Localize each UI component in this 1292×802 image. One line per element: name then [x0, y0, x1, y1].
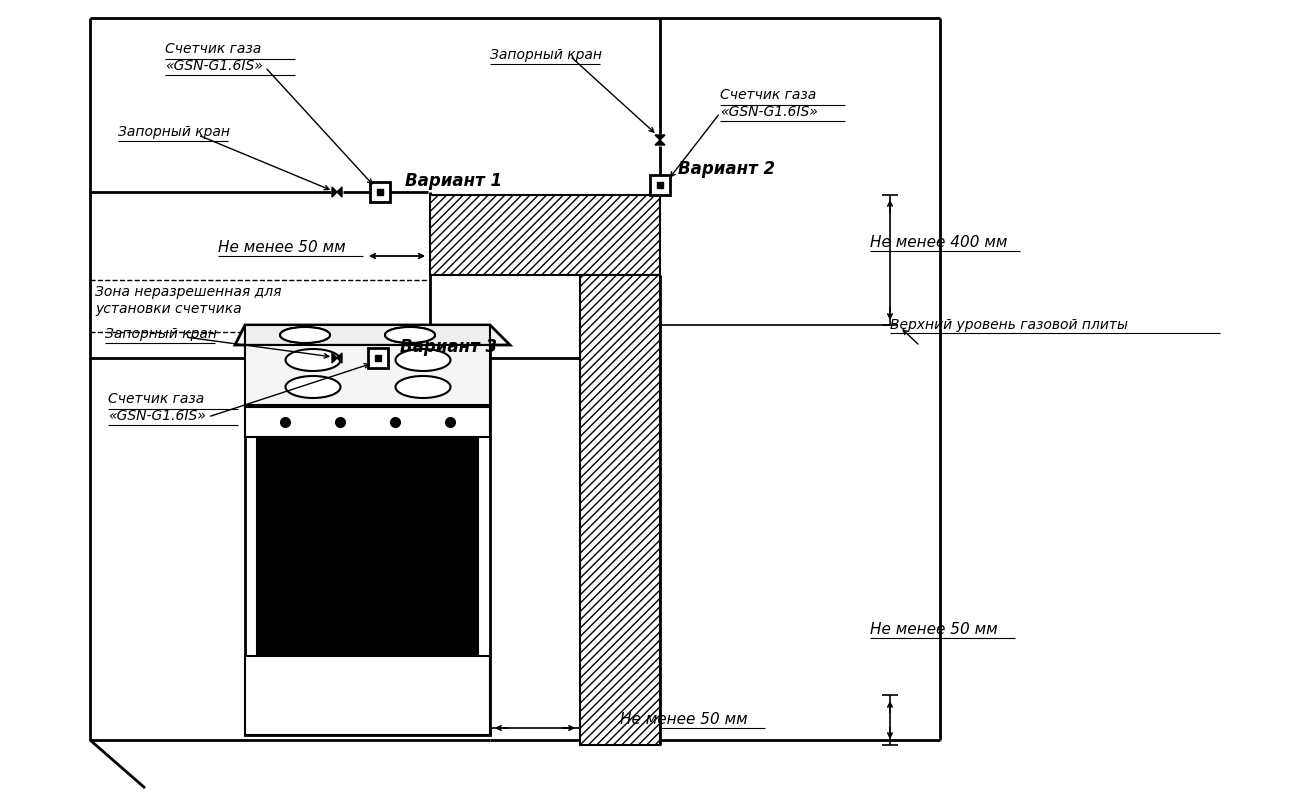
Bar [245, 345, 490, 735]
Text: Счетчик газа: Счетчик газа [720, 88, 817, 102]
Text: «GSN-G1.6IS»: «GSN-G1.6IS» [165, 59, 262, 73]
Text: Зона неразрешенная для: Зона неразрешенная для [96, 285, 282, 299]
Bar [245, 345, 490, 405]
Text: Вариант 3: Вариант 3 [401, 338, 497, 356]
Bar [245, 325, 490, 345]
Bar [377, 189, 382, 195]
Ellipse shape [280, 327, 329, 343]
Bar [245, 345, 490, 370]
Bar [650, 175, 671, 195]
Polygon shape [337, 353, 342, 363]
Ellipse shape [286, 349, 341, 371]
Bar [658, 182, 663, 188]
Text: установки счетчика: установки счетчика [96, 302, 242, 316]
Text: Верхний уровень газовой плиты: Верхний уровень газовой плиты [890, 318, 1128, 332]
Polygon shape [332, 187, 337, 197]
Text: Не менее 400 мм: Не менее 400 мм [870, 235, 1008, 250]
Bar [580, 275, 660, 745]
Text: Запорный кран: Запорный кран [490, 48, 602, 62]
Ellipse shape [286, 376, 341, 398]
Text: «GSN-G1.6IS»: «GSN-G1.6IS» [109, 409, 205, 423]
Ellipse shape [280, 327, 329, 343]
Polygon shape [337, 187, 342, 197]
Polygon shape [332, 353, 337, 363]
Text: «GSN-G1.6IS»: «GSN-G1.6IS» [720, 105, 818, 119]
Polygon shape [655, 140, 665, 145]
Bar [368, 348, 388, 368]
Ellipse shape [385, 327, 435, 343]
Bar [370, 182, 390, 202]
Text: Не менее 50 мм: Не менее 50 мм [218, 240, 346, 255]
Text: Вариант 1: Вариант 1 [404, 172, 503, 190]
Ellipse shape [395, 376, 451, 398]
Ellipse shape [395, 349, 451, 371]
Text: Не менее 50 мм: Не менее 50 мм [620, 712, 748, 727]
Text: Запорный кран: Запорный кран [118, 125, 230, 139]
Bar [430, 195, 660, 275]
Bar [245, 656, 490, 735]
Text: Счетчик газа: Счетчик газа [165, 42, 261, 56]
Text: Запорный кран: Запорный кран [105, 327, 217, 341]
Bar [257, 439, 478, 654]
Text: Не менее 50 мм: Не менее 50 мм [870, 622, 997, 637]
Ellipse shape [385, 327, 435, 343]
Bar [245, 407, 490, 437]
Polygon shape [655, 135, 665, 140]
Text: Счетчик газа: Счетчик газа [109, 392, 204, 406]
Text: Вариант 2: Вариант 2 [678, 160, 775, 178]
Bar [375, 355, 381, 361]
Polygon shape [235, 325, 510, 345]
